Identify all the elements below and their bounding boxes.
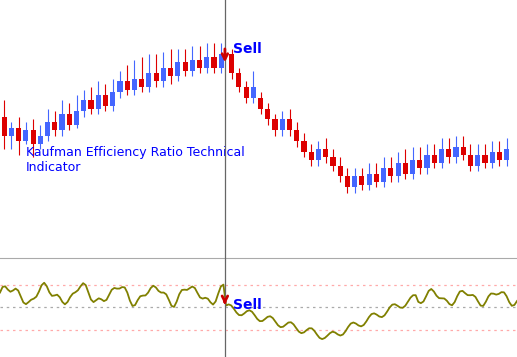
Bar — [374, 174, 379, 182]
Bar — [81, 100, 86, 111]
Bar — [309, 152, 314, 160]
Bar — [154, 73, 159, 81]
Bar — [403, 163, 408, 174]
Bar — [31, 130, 36, 144]
Bar — [67, 114, 72, 125]
Bar — [59, 114, 65, 130]
Bar — [161, 68, 166, 81]
Bar — [424, 155, 430, 168]
Bar — [439, 149, 444, 163]
Bar — [16, 127, 21, 141]
Bar — [497, 152, 502, 160]
Bar — [139, 79, 144, 87]
Bar — [453, 147, 459, 157]
Bar — [175, 62, 180, 76]
Bar — [45, 122, 50, 136]
Bar — [280, 120, 285, 130]
Bar — [265, 109, 270, 120]
Bar — [381, 168, 386, 182]
Bar — [251, 87, 256, 98]
Bar — [229, 54, 234, 73]
Text: Kaufman Efficiency Ratio Technical
Indicator: Kaufman Efficiency Ratio Technical Indic… — [26, 146, 245, 174]
Bar — [258, 98, 263, 109]
Bar — [125, 81, 130, 90]
Bar — [301, 141, 307, 152]
Bar — [461, 147, 466, 155]
Bar — [204, 57, 209, 68]
Bar — [388, 168, 393, 176]
Bar — [359, 176, 364, 185]
Bar — [236, 73, 241, 87]
Bar — [103, 95, 108, 106]
Bar — [52, 122, 57, 130]
Bar — [96, 95, 101, 109]
Bar — [316, 149, 321, 160]
Bar — [110, 92, 115, 106]
Bar — [132, 79, 137, 90]
Bar — [417, 160, 422, 168]
Bar — [2, 117, 7, 136]
Text: Sell: Sell — [233, 42, 262, 56]
Bar — [345, 176, 350, 187]
Bar — [23, 130, 28, 141]
Text: Sell: Sell — [233, 298, 262, 312]
Bar — [38, 136, 43, 144]
Bar — [482, 155, 488, 163]
Bar — [475, 155, 480, 166]
Bar — [330, 157, 336, 166]
Bar — [146, 73, 151, 87]
Bar — [197, 60, 202, 68]
Bar — [168, 68, 173, 76]
Bar — [446, 149, 451, 157]
Bar — [219, 54, 224, 68]
Bar — [287, 120, 292, 130]
Bar — [117, 81, 123, 92]
Bar — [294, 130, 299, 141]
Bar — [490, 152, 495, 163]
Bar — [396, 163, 401, 176]
Bar — [338, 166, 343, 176]
Bar — [323, 149, 328, 157]
Bar — [74, 111, 79, 125]
Bar — [9, 127, 14, 136]
Bar — [468, 155, 473, 166]
Bar — [244, 87, 249, 98]
Bar — [190, 60, 195, 71]
Bar — [410, 160, 415, 174]
Bar — [352, 176, 357, 187]
Bar — [504, 149, 509, 160]
Bar — [272, 120, 278, 130]
Bar — [211, 57, 217, 68]
Bar — [183, 62, 188, 71]
Bar — [432, 155, 437, 163]
Bar — [88, 100, 94, 109]
Bar — [367, 174, 372, 185]
